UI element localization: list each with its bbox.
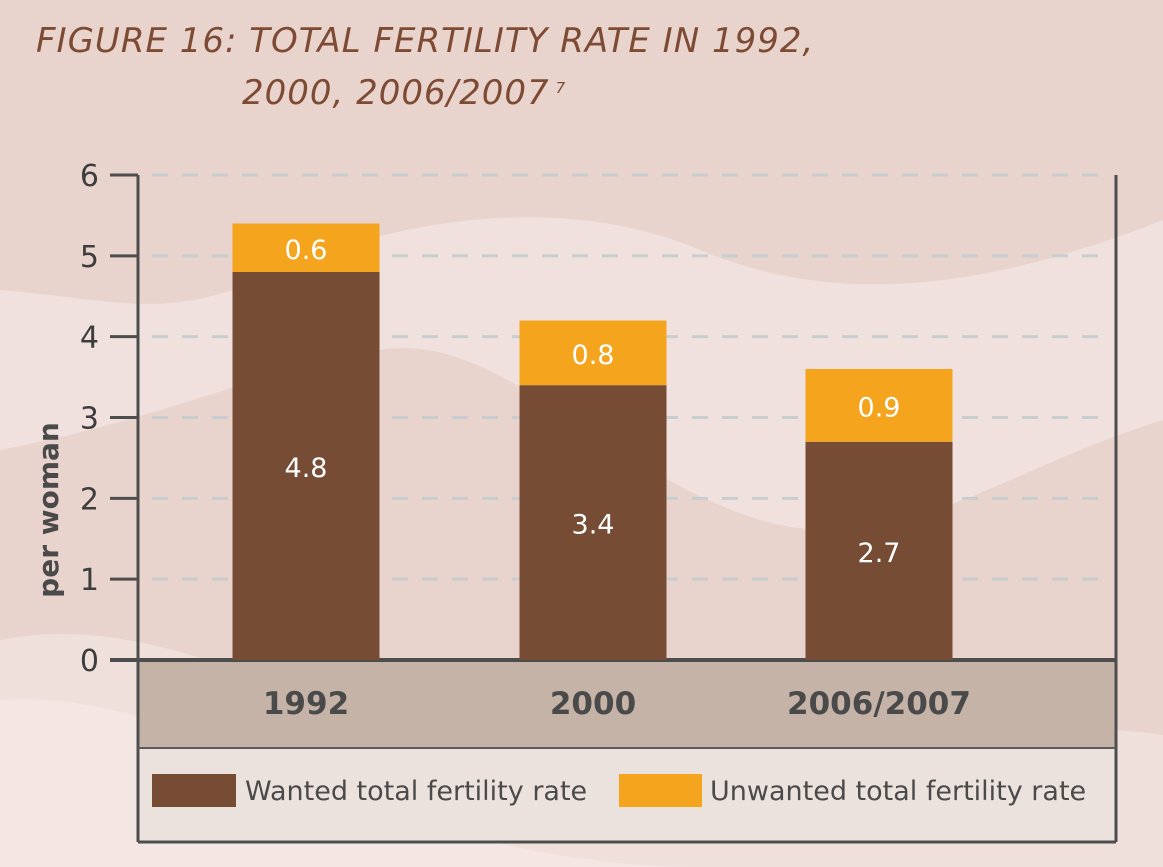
y-tick-label: 3 (80, 402, 99, 437)
chart-text: 0 1 2 3 4 5 6 per woman 4.8 0.6 1992 3.4 0.8 2000 2.7 0… (32, 159, 971, 722)
y-axis-label: per woman (32, 422, 65, 598)
bar-unwanted (232, 223, 380, 272)
bar-label-unwanted: 0.8 (572, 340, 615, 371)
bar-unwanted (805, 369, 953, 442)
legend-swatch-wanted (152, 774, 236, 807)
y-tick-label: 0 (80, 644, 99, 679)
chart-title-text-1: FIGURE 16: TOTAL FERTILITY RATE IN 1992, (36, 21, 815, 61)
bar-label-wanted: 2.7 (858, 538, 901, 569)
legend-swatch-unwanted (619, 774, 702, 807)
title-footnote-marker: 7 (555, 79, 567, 97)
x-tick-label: 2000 (550, 686, 636, 722)
x-tick-label: 1992 (263, 686, 349, 722)
bar-label-unwanted: 0.6 (285, 235, 328, 266)
legend: Wanted total fertility rate Unwanted tota… (152, 774, 1086, 807)
bar-label-wanted: 3.4 (572, 510, 615, 541)
legend-label-wanted: Wanted total fertility rate (245, 776, 587, 807)
y-tick-label: 1 (80, 563, 99, 598)
category-band (138, 660, 1116, 748)
bar-wanted (519, 385, 667, 660)
chart-title-line-2: 2000, 2006/2007 7 (242, 73, 566, 113)
legend-label-unwanted: Unwanted total fertility rate (710, 776, 1086, 807)
bars (232, 223, 953, 660)
chart-title-line-1: FIGURE 16: TOTAL FERTILITY RATE IN 1992, (36, 21, 814, 61)
bar-label-unwanted: 0.9 (858, 392, 901, 423)
bar-wanted (232, 272, 380, 660)
bar-label-wanted: 4.8 (285, 453, 328, 484)
y-tick-label: 6 (80, 159, 99, 194)
y-tick-label: 4 (80, 321, 99, 356)
x-tick-label: 2006/2007 (787, 686, 971, 722)
chart-title-text-2: 2000, 2006/2007 (242, 73, 550, 113)
bar-wanted (805, 441, 953, 660)
bar-unwanted (519, 320, 667, 386)
y-tick-label: 2 (80, 482, 99, 517)
y-tick-label: 5 (80, 240, 99, 275)
